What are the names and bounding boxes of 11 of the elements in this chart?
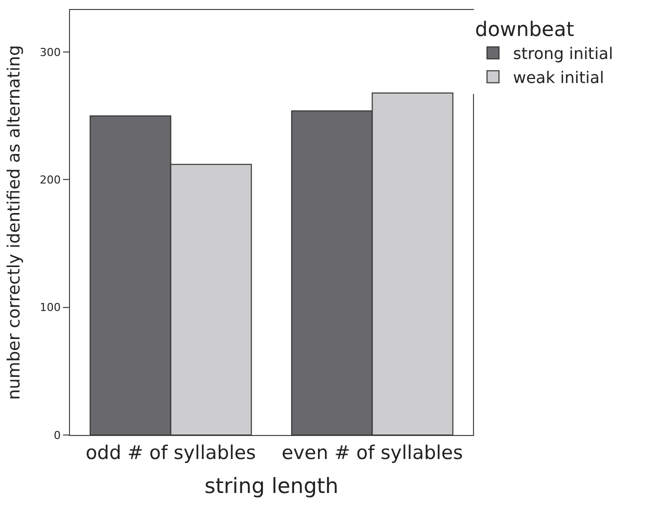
y-tick-label: 200 bbox=[40, 174, 61, 187]
legend-label: strong initial bbox=[513, 44, 614, 64]
x-tick-label: even # of syllables bbox=[282, 442, 463, 464]
y-axis-title: number correctly identified as alternating bbox=[4, 45, 24, 400]
y-tick-label: 0 bbox=[54, 428, 61, 442]
legend-title: downbeat bbox=[475, 17, 574, 41]
y-tick-label: 100 bbox=[40, 301, 61, 314]
y-tick-label: 300 bbox=[40, 46, 61, 59]
legend-label: weak initial bbox=[513, 68, 604, 87]
x-axis-title: string length bbox=[204, 474, 338, 498]
x-tick-label: odd # of syllables bbox=[86, 442, 256, 464]
